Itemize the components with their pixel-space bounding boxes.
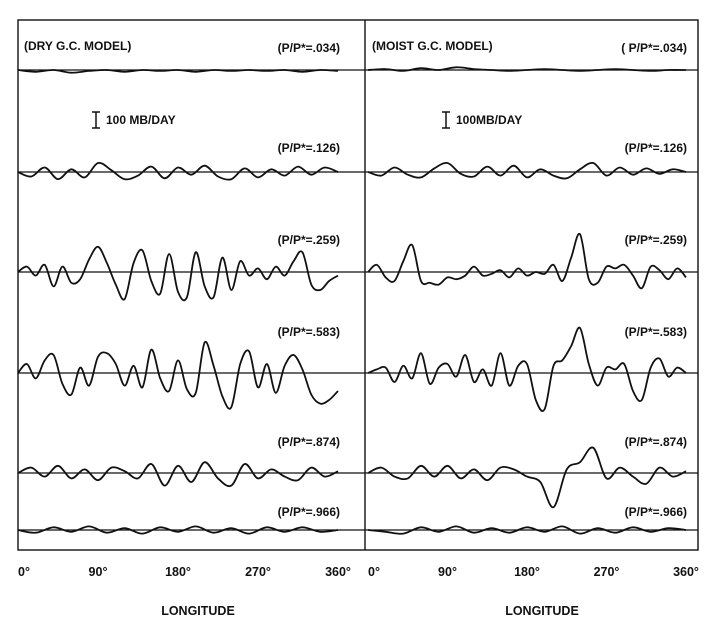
dry-series-label-4: (P/P*=.874) bbox=[278, 435, 340, 449]
dry-x-tick-label-2: 180° bbox=[165, 565, 191, 579]
dry-series-line-5 bbox=[17, 525, 339, 535]
moist-series-line-4 bbox=[367, 446, 687, 509]
moist-x-tick-label-2: 180° bbox=[514, 565, 540, 579]
dry-series-label-5: (P/P*=.966) bbox=[278, 505, 340, 519]
dry-series-label-3: (P/P*=.583) bbox=[278, 325, 340, 339]
dry-series-label-1: (P/P*=.126) bbox=[278, 141, 340, 155]
dry-series-label-2: (P/P*=.259) bbox=[278, 233, 340, 247]
moist-scale-bar bbox=[442, 111, 450, 129]
dry-series-line-0 bbox=[17, 69, 339, 74]
moist-series-line-0 bbox=[367, 66, 687, 72]
dry-series-line-1 bbox=[17, 161, 339, 181]
moist-series-label-2: (P/P*=.259) bbox=[625, 233, 687, 247]
moist-series-label-5: (P/P*=.966) bbox=[625, 505, 687, 519]
dry-model-title: (DRY G.C. MODEL) bbox=[24, 39, 131, 53]
dry-series-line-3 bbox=[17, 340, 339, 410]
dry-scale-label: 100 MB/DAY bbox=[106, 113, 176, 127]
moist-model-title: (MOIST G.C. MODEL) bbox=[372, 39, 493, 53]
dry-x-tick-label-4: 360° bbox=[325, 565, 351, 579]
chart-frame bbox=[17, 19, 699, 551]
moist-series-label-0: ( P/P*=.034) bbox=[621, 41, 687, 55]
moist-x-tick-label-1: 90° bbox=[438, 565, 457, 579]
moist-series-line-5 bbox=[367, 525, 687, 535]
moist-series-label-4: (P/P*=.874) bbox=[625, 435, 687, 449]
moist-series-line-1 bbox=[367, 161, 687, 180]
moist-series-label-1: (P/P*=.126) bbox=[625, 141, 687, 155]
moist-x-tick-label-0: 0° bbox=[368, 565, 380, 579]
dry-series-line-4 bbox=[17, 461, 339, 488]
dry-x-axis-title: LONGITUDE bbox=[161, 604, 235, 618]
moist-x-tick-label-3: 270° bbox=[594, 565, 620, 579]
dry-series-label-0: (P/P*=.034) bbox=[278, 41, 340, 55]
dry-x-tick-label-0: 0° bbox=[18, 565, 30, 579]
dry-series-line-2 bbox=[17, 245, 339, 302]
moist-series-line-2 bbox=[367, 232, 687, 290]
moist-x-axis-title: LONGITUDE bbox=[505, 604, 579, 618]
moist-x-tick-label-4: 360° bbox=[673, 565, 699, 579]
dry-x-tick-label-3: 270° bbox=[245, 565, 271, 579]
dry-x-tick-label-1: 90° bbox=[89, 565, 108, 579]
moist-series-label-3: (P/P*=.583) bbox=[625, 325, 687, 339]
moist-scale-label: 100MB/DAY bbox=[456, 113, 522, 127]
plots: (P/P*=.034) (P/P*=.126) (P/P*=.259) (P/P*=.… bbox=[17, 41, 699, 579]
dry-scale-bar bbox=[92, 111, 100, 129]
moist-series-line-3 bbox=[367, 326, 687, 412]
